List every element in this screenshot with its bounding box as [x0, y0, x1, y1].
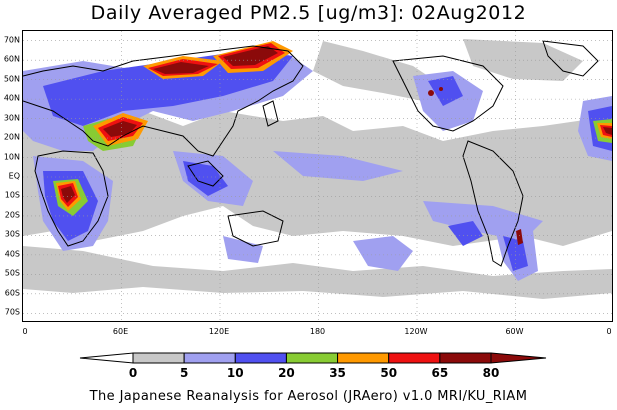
colorbar-low-end [79, 352, 134, 364]
colorbar-segment [337, 352, 390, 364]
colorbar-segment [234, 352, 287, 364]
map-canvas [22, 31, 614, 323]
map-title: Daily Averaged PM2.5 [ug/m3]: 02Aug2012 [90, 2, 527, 24]
colorbar-label: 5 [179, 366, 189, 380]
longitude-label: 0 [606, 327, 612, 336]
latitude-label: 40N [3, 93, 20, 103]
colorbar-segment [132, 352, 185, 364]
latitude-label: 60N [3, 54, 20, 64]
longitude-label: 120W [404, 327, 428, 336]
longitude-label: 120E [208, 327, 230, 336]
colorbar-label: 35 [329, 366, 346, 380]
colorbar-high-end [490, 352, 547, 364]
longitude-label: 60W [505, 327, 524, 336]
latitude-label: 70N [3, 35, 20, 45]
colorbar-segment [183, 352, 236, 364]
colorbar-label: 50 [380, 366, 398, 380]
colorbar-label: 65 [431, 366, 449, 380]
longitude-label: 60E [112, 327, 129, 336]
latitude-label: 30S [4, 229, 20, 239]
colorbar-segment [388, 352, 441, 364]
colorbar-label: 10 [226, 366, 244, 380]
credit-line: The Japanese Reanalysis for Aerosol (JRA… [89, 389, 528, 404]
colorbar-segment [285, 352, 339, 364]
colorbar-label: 20 [278, 366, 295, 380]
longitude-label: 180 [309, 327, 326, 336]
longitude-label: 0 [22, 327, 28, 336]
colorbar-segment [439, 352, 492, 364]
latitude-label: 40S [4, 249, 20, 259]
latitude-label: 30N [3, 113, 20, 123]
pm25-map [22, 30, 614, 323]
latitude-label: 20N [3, 132, 20, 142]
latitude-label: 50S [4, 268, 20, 278]
colorbar-label: 80 [482, 366, 500, 380]
colorbar [79, 352, 547, 364]
latitude-label: 20S [4, 210, 20, 220]
latitude-label: 10S [4, 190, 20, 200]
latitude-label: 10N [3, 152, 20, 162]
latitude-label: 70S [4, 307, 20, 317]
graticule [23, 31, 614, 323]
latitude-label: EQ [8, 171, 20, 181]
coastlines [22, 40, 599, 267]
colorbar-label: 0 [128, 366, 138, 380]
latitude-label: 50N [3, 74, 20, 84]
latitude-label: 60S [4, 288, 20, 298]
